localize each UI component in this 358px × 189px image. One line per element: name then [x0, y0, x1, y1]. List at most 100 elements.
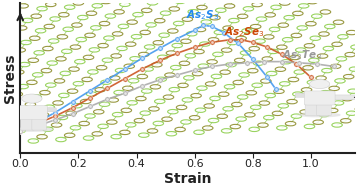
- Circle shape: [102, 58, 113, 62]
- Circle shape: [319, 112, 329, 117]
- Circle shape: [2, 38, 13, 42]
- Circle shape: [295, 48, 306, 52]
- Circle shape: [191, 94, 201, 98]
- Circle shape: [43, 127, 53, 131]
- Circle shape: [236, 36, 246, 41]
- Circle shape: [192, 71, 203, 76]
- Circle shape: [249, 46, 260, 51]
- Circle shape: [328, 108, 338, 113]
- Circle shape: [64, 5, 75, 9]
- Circle shape: [48, 39, 59, 43]
- Text: As$_2$Se$_3$: As$_2$Se$_3$: [224, 25, 264, 39]
- Circle shape: [54, 79, 65, 83]
- X-axis label: Strain: Strain: [164, 172, 211, 186]
- Circle shape: [147, 129, 158, 133]
- Circle shape: [274, 89, 284, 94]
- Circle shape: [226, 63, 236, 67]
- Circle shape: [35, 29, 46, 33]
- Circle shape: [168, 109, 178, 114]
- Circle shape: [162, 117, 172, 121]
- Circle shape: [14, 70, 24, 74]
- Circle shape: [338, 35, 348, 39]
- Circle shape: [168, 29, 178, 33]
- Circle shape: [141, 8, 152, 12]
- Circle shape: [218, 92, 229, 96]
- Circle shape: [139, 133, 149, 137]
- Circle shape: [57, 35, 68, 39]
- Circle shape: [130, 57, 140, 61]
- Circle shape: [280, 82, 290, 86]
- Circle shape: [232, 102, 242, 107]
- Circle shape: [233, 80, 243, 85]
- Circle shape: [221, 48, 232, 52]
- Circle shape: [242, 29, 252, 33]
- Circle shape: [197, 5, 207, 10]
- Circle shape: [220, 70, 231, 74]
- Circle shape: [194, 49, 204, 54]
- Circle shape: [195, 27, 206, 32]
- Circle shape: [134, 119, 145, 123]
- Circle shape: [74, 60, 85, 64]
- Circle shape: [310, 36, 320, 40]
- FancyBboxPatch shape: [0, 109, 25, 114]
- Circle shape: [223, 26, 233, 30]
- Circle shape: [182, 98, 193, 102]
- Circle shape: [281, 60, 291, 64]
- Circle shape: [252, 83, 262, 88]
- Circle shape: [320, 10, 331, 14]
- Y-axis label: Stress: Stress: [4, 53, 18, 103]
- Circle shape: [9, 136, 20, 140]
- Circle shape: [265, 93, 275, 98]
- Circle shape: [207, 60, 217, 64]
- Circle shape: [345, 52, 355, 57]
- Circle shape: [149, 107, 159, 111]
- Circle shape: [263, 115, 274, 120]
- Circle shape: [203, 126, 213, 130]
- Circle shape: [60, 71, 71, 76]
- Circle shape: [317, 54, 328, 58]
- FancyBboxPatch shape: [317, 103, 331, 115]
- Ellipse shape: [11, 128, 52, 131]
- Circle shape: [172, 43, 183, 48]
- Circle shape: [105, 14, 116, 18]
- Circle shape: [98, 43, 108, 48]
- Circle shape: [45, 2, 56, 7]
- Circle shape: [197, 86, 207, 90]
- Circle shape: [146, 23, 156, 27]
- Circle shape: [282, 38, 293, 42]
- Text: As$_2$S$_3$: As$_2$S$_3$: [186, 8, 219, 22]
- Circle shape: [38, 112, 49, 117]
- Circle shape: [83, 55, 94, 60]
- Circle shape: [101, 0, 111, 4]
- Circle shape: [170, 65, 181, 70]
- Circle shape: [69, 67, 79, 71]
- Circle shape: [2, 118, 13, 123]
- Circle shape: [322, 68, 332, 73]
- Circle shape: [208, 118, 219, 123]
- Circle shape: [56, 57, 66, 61]
- Circle shape: [99, 21, 110, 26]
- Circle shape: [210, 96, 220, 101]
- Circle shape: [311, 14, 322, 18]
- Circle shape: [140, 111, 150, 115]
- Circle shape: [127, 20, 137, 24]
- Circle shape: [28, 58, 39, 63]
- Circle shape: [348, 89, 358, 93]
- Circle shape: [294, 70, 305, 74]
- Circle shape: [163, 95, 174, 99]
- Circle shape: [62, 49, 72, 53]
- Circle shape: [284, 15, 294, 20]
- Circle shape: [108, 98, 118, 102]
- Circle shape: [204, 104, 214, 108]
- Circle shape: [98, 124, 108, 129]
- Circle shape: [301, 88, 312, 92]
- Circle shape: [137, 74, 147, 79]
- Circle shape: [287, 99, 297, 104]
- Circle shape: [288, 77, 299, 82]
- Circle shape: [57, 115, 68, 120]
- Circle shape: [37, 135, 47, 139]
- Circle shape: [185, 54, 195, 58]
- Circle shape: [107, 120, 117, 124]
- Circle shape: [224, 84, 235, 89]
- Circle shape: [96, 66, 107, 70]
